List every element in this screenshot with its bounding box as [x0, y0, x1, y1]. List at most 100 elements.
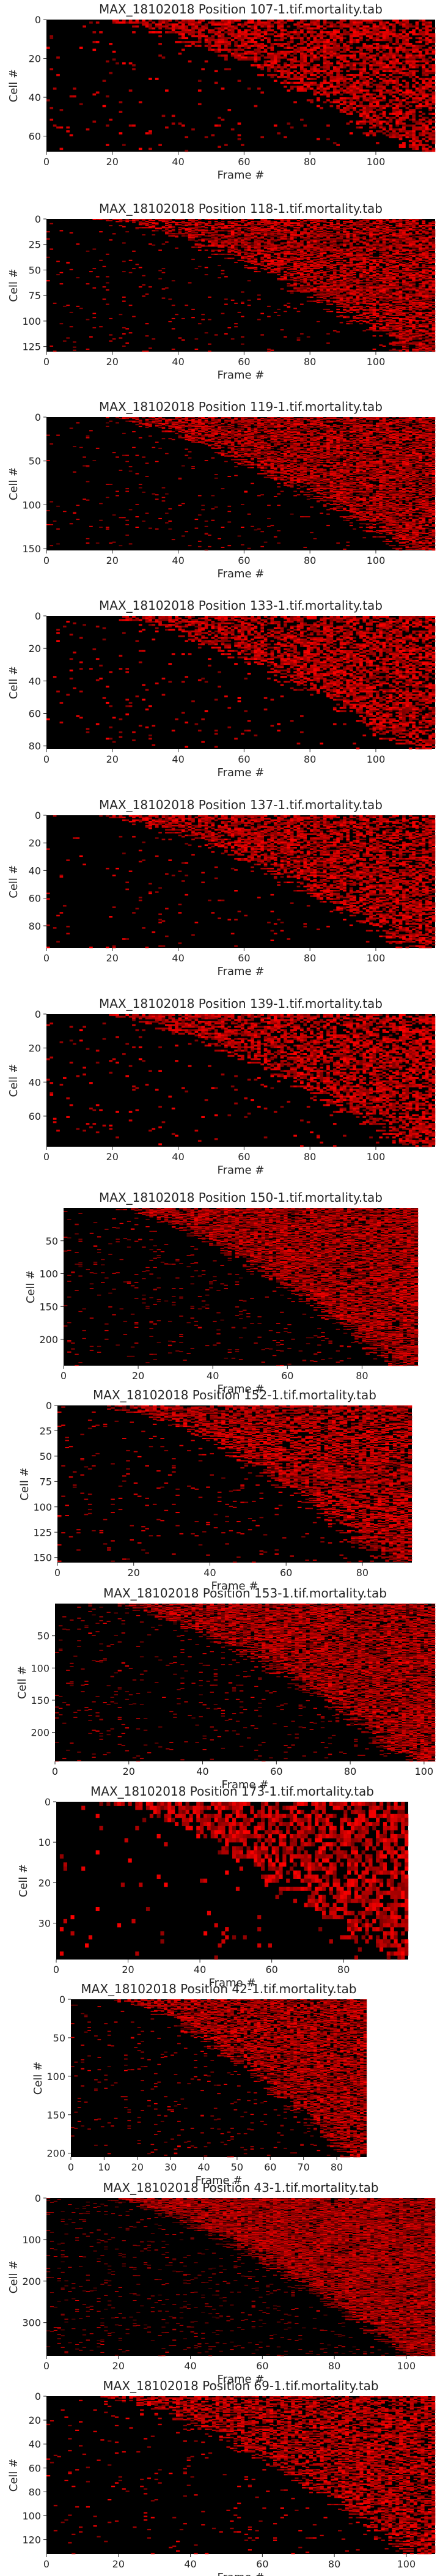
heatmap-cell [274, 56, 277, 58]
heatmap-cell [383, 221, 386, 222]
heatmap-cell [379, 95, 383, 97]
heatmap-cell [369, 257, 373, 258]
heatmap-cell [369, 107, 373, 109]
heatmap-cell [300, 234, 304, 235]
heatmap-cell [122, 21, 126, 23]
heatmap-cell [392, 26, 396, 28]
heatmap-cell [373, 33, 376, 35]
heatmap-cell [412, 51, 416, 53]
heatmap-cell [392, 95, 396, 97]
heatmap-cell [392, 245, 396, 246]
heatmap-cell [251, 41, 254, 43]
heatmap-cell [350, 23, 353, 25]
heatmap-cell [195, 28, 199, 29]
heatmap-cell [218, 28, 221, 29]
heatmap-cell [277, 26, 280, 28]
heatmap-cell [362, 68, 366, 70]
heatmap-cell [346, 107, 350, 109]
heatmap-cell [271, 23, 274, 25]
heatmap-cell [267, 64, 271, 66]
heatmap-cell [369, 82, 373, 84]
heatmap-cell [326, 41, 330, 43]
heatmap-cell [392, 61, 396, 62]
heatmap-cell [386, 54, 389, 56]
heatmap-cell [330, 43, 334, 45]
heatmap-cell [343, 219, 346, 220]
heatmap-cell [195, 41, 199, 43]
heatmap-cell [428, 245, 432, 246]
heatmap-cell [300, 66, 304, 68]
heatmap-cell [50, 119, 53, 120]
heatmap-cell [405, 54, 409, 56]
heatmap-cell [224, 43, 228, 45]
heatmap-cell [336, 70, 340, 72]
heatmap-cell [158, 21, 162, 23]
heatmap-cell [359, 233, 363, 234]
heatmap-cell [422, 101, 425, 103]
heatmap-cell [284, 37, 287, 39]
heatmap-cell [323, 62, 327, 64]
heatmap-cell [346, 61, 350, 62]
heatmap-cell [353, 107, 356, 109]
heatmap-cell [356, 51, 360, 53]
heatmap-cell [392, 54, 396, 56]
heatmap-cell [412, 49, 416, 51]
heatmap-cell [359, 103, 363, 105]
heatmap-cell [145, 23, 149, 25]
heatmap-cell [139, 101, 142, 103]
heatmap-cell [284, 51, 287, 53]
heatmap-cell [148, 26, 152, 28]
heatmap-cell [251, 64, 254, 66]
heatmap-cell [191, 232, 195, 234]
heatmap-cell [376, 61, 380, 62]
heatmap-cell [359, 84, 363, 86]
heatmap-cell [267, 21, 271, 23]
heatmap-cell [350, 105, 353, 107]
heatmap-cell [369, 225, 373, 226]
heatmap-cell [376, 37, 380, 39]
heatmap-cell [359, 127, 363, 128]
heatmap-cell [369, 120, 373, 122]
heatmap-cell [383, 56, 386, 58]
heatmap-cell [383, 64, 386, 66]
heatmap-cell [379, 28, 383, 29]
heatmap-cell [399, 242, 403, 243]
heatmap-cell [336, 66, 340, 68]
heatmap-cell [373, 125, 376, 127]
heatmap-cell [356, 20, 360, 21]
heatmap-cell [287, 68, 290, 70]
heatmap-cell [191, 224, 195, 225]
heatmap-cell [191, 128, 195, 130]
heatmap-cell [290, 260, 294, 261]
heatmap-cell [234, 225, 238, 226]
heatmap-cell [395, 226, 399, 228]
heatmap-cell [422, 144, 425, 146]
heatmap-cell [405, 51, 409, 53]
heatmap-cell [234, 20, 238, 21]
heatmap-cell [376, 26, 380, 28]
heatmap-cell [317, 227, 320, 228]
heatmap-cell [395, 105, 399, 107]
heatmap-cell [376, 87, 380, 89]
heatmap-cell [231, 26, 235, 28]
heatmap-cell [297, 61, 301, 62]
heatmap-cell [317, 248, 320, 250]
heatmap-cell [198, 33, 202, 35]
heatmap-cell [428, 232, 432, 234]
heatmap-cell [405, 111, 409, 113]
heatmap-cell [182, 21, 185, 23]
heatmap-cell [412, 66, 416, 68]
heatmap-cell [353, 21, 356, 23]
heatmap-cell [221, 250, 225, 251]
heatmap-cell [165, 23, 169, 25]
heatmap-cell [248, 228, 251, 229]
heatmap-cell [195, 21, 199, 23]
heatmap-cell [386, 253, 389, 254]
heatmap-cell [416, 148, 419, 150]
heatmap-cell [353, 31, 356, 33]
heatmap-cell [350, 26, 353, 28]
heatmap-cell [119, 221, 123, 222]
heatmap-cell [422, 125, 425, 127]
heatmap-cell [326, 233, 330, 234]
heatmap-cell [326, 51, 330, 53]
